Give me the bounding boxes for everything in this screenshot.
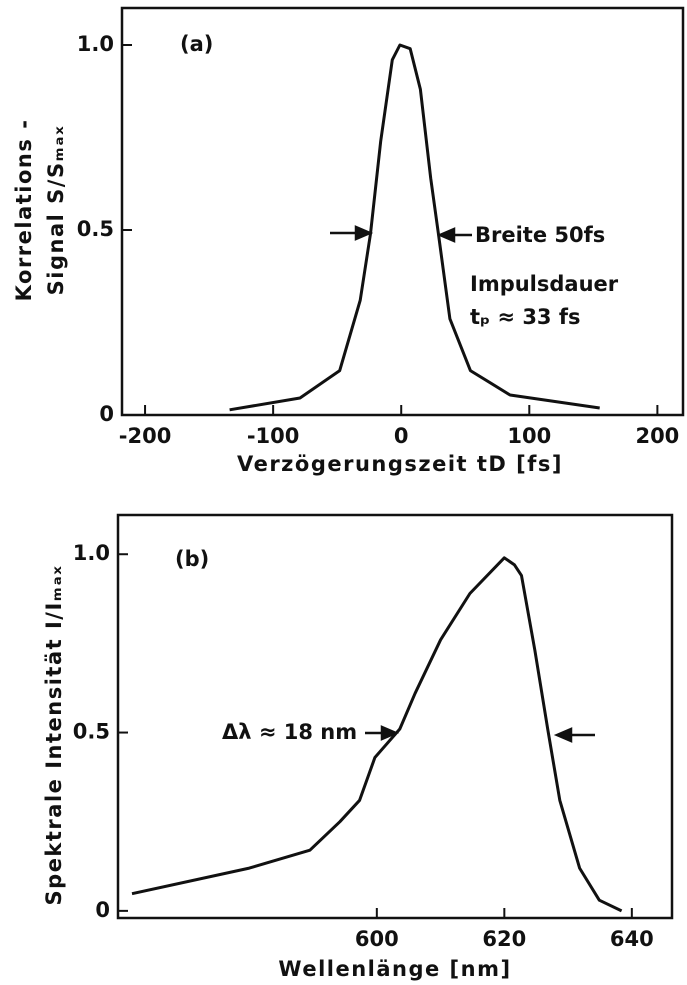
annotation: (a)	[180, 32, 213, 56]
y-tick-label: 0.5	[77, 217, 114, 241]
axes-frame	[120, 6, 685, 417]
annotation: (b)	[175, 547, 209, 571]
x-tick-label: 0	[394, 424, 409, 448]
annotation: Breite 50fs	[475, 223, 605, 247]
x-tick-label: -200	[119, 424, 172, 448]
curve	[229, 43, 600, 412]
y-tick-label: 0	[95, 898, 110, 922]
x-axis-label: Wellenlänge [nm]	[278, 957, 511, 981]
arrows	[330, 225, 595, 743]
y-tick-label: 1.0	[73, 541, 110, 565]
y-axis-label: Signal S/Sₘₐₓ	[44, 125, 68, 296]
x-tick-label: 640	[610, 927, 654, 951]
annotation: Impulsdauer	[470, 272, 619, 296]
curve	[131, 556, 623, 913]
x-tick-label: -100	[247, 424, 300, 448]
y-axis-label: Spektrale Intensität I/Iₘₐₓ	[42, 565, 66, 906]
axes-frame	[116, 513, 674, 920]
x-axis-label: Verzögerungszeit tD [fs]	[237, 452, 563, 476]
y-tick-label: 0.5	[73, 720, 110, 744]
x-tick-label: 100	[507, 424, 551, 448]
y-tick-label: 1.0	[77, 32, 114, 56]
x-tick-label: 600	[355, 927, 399, 951]
annotation: tₚ ≈ 33 fs	[470, 305, 581, 329]
x-tick-label: 200	[635, 424, 679, 448]
y-tick-label: 0	[99, 402, 114, 426]
y-axis-label: Korrelations -	[12, 119, 36, 302]
annotation: Δλ ≈ 18 nm	[222, 720, 357, 744]
x-tick-label: 620	[482, 927, 526, 951]
